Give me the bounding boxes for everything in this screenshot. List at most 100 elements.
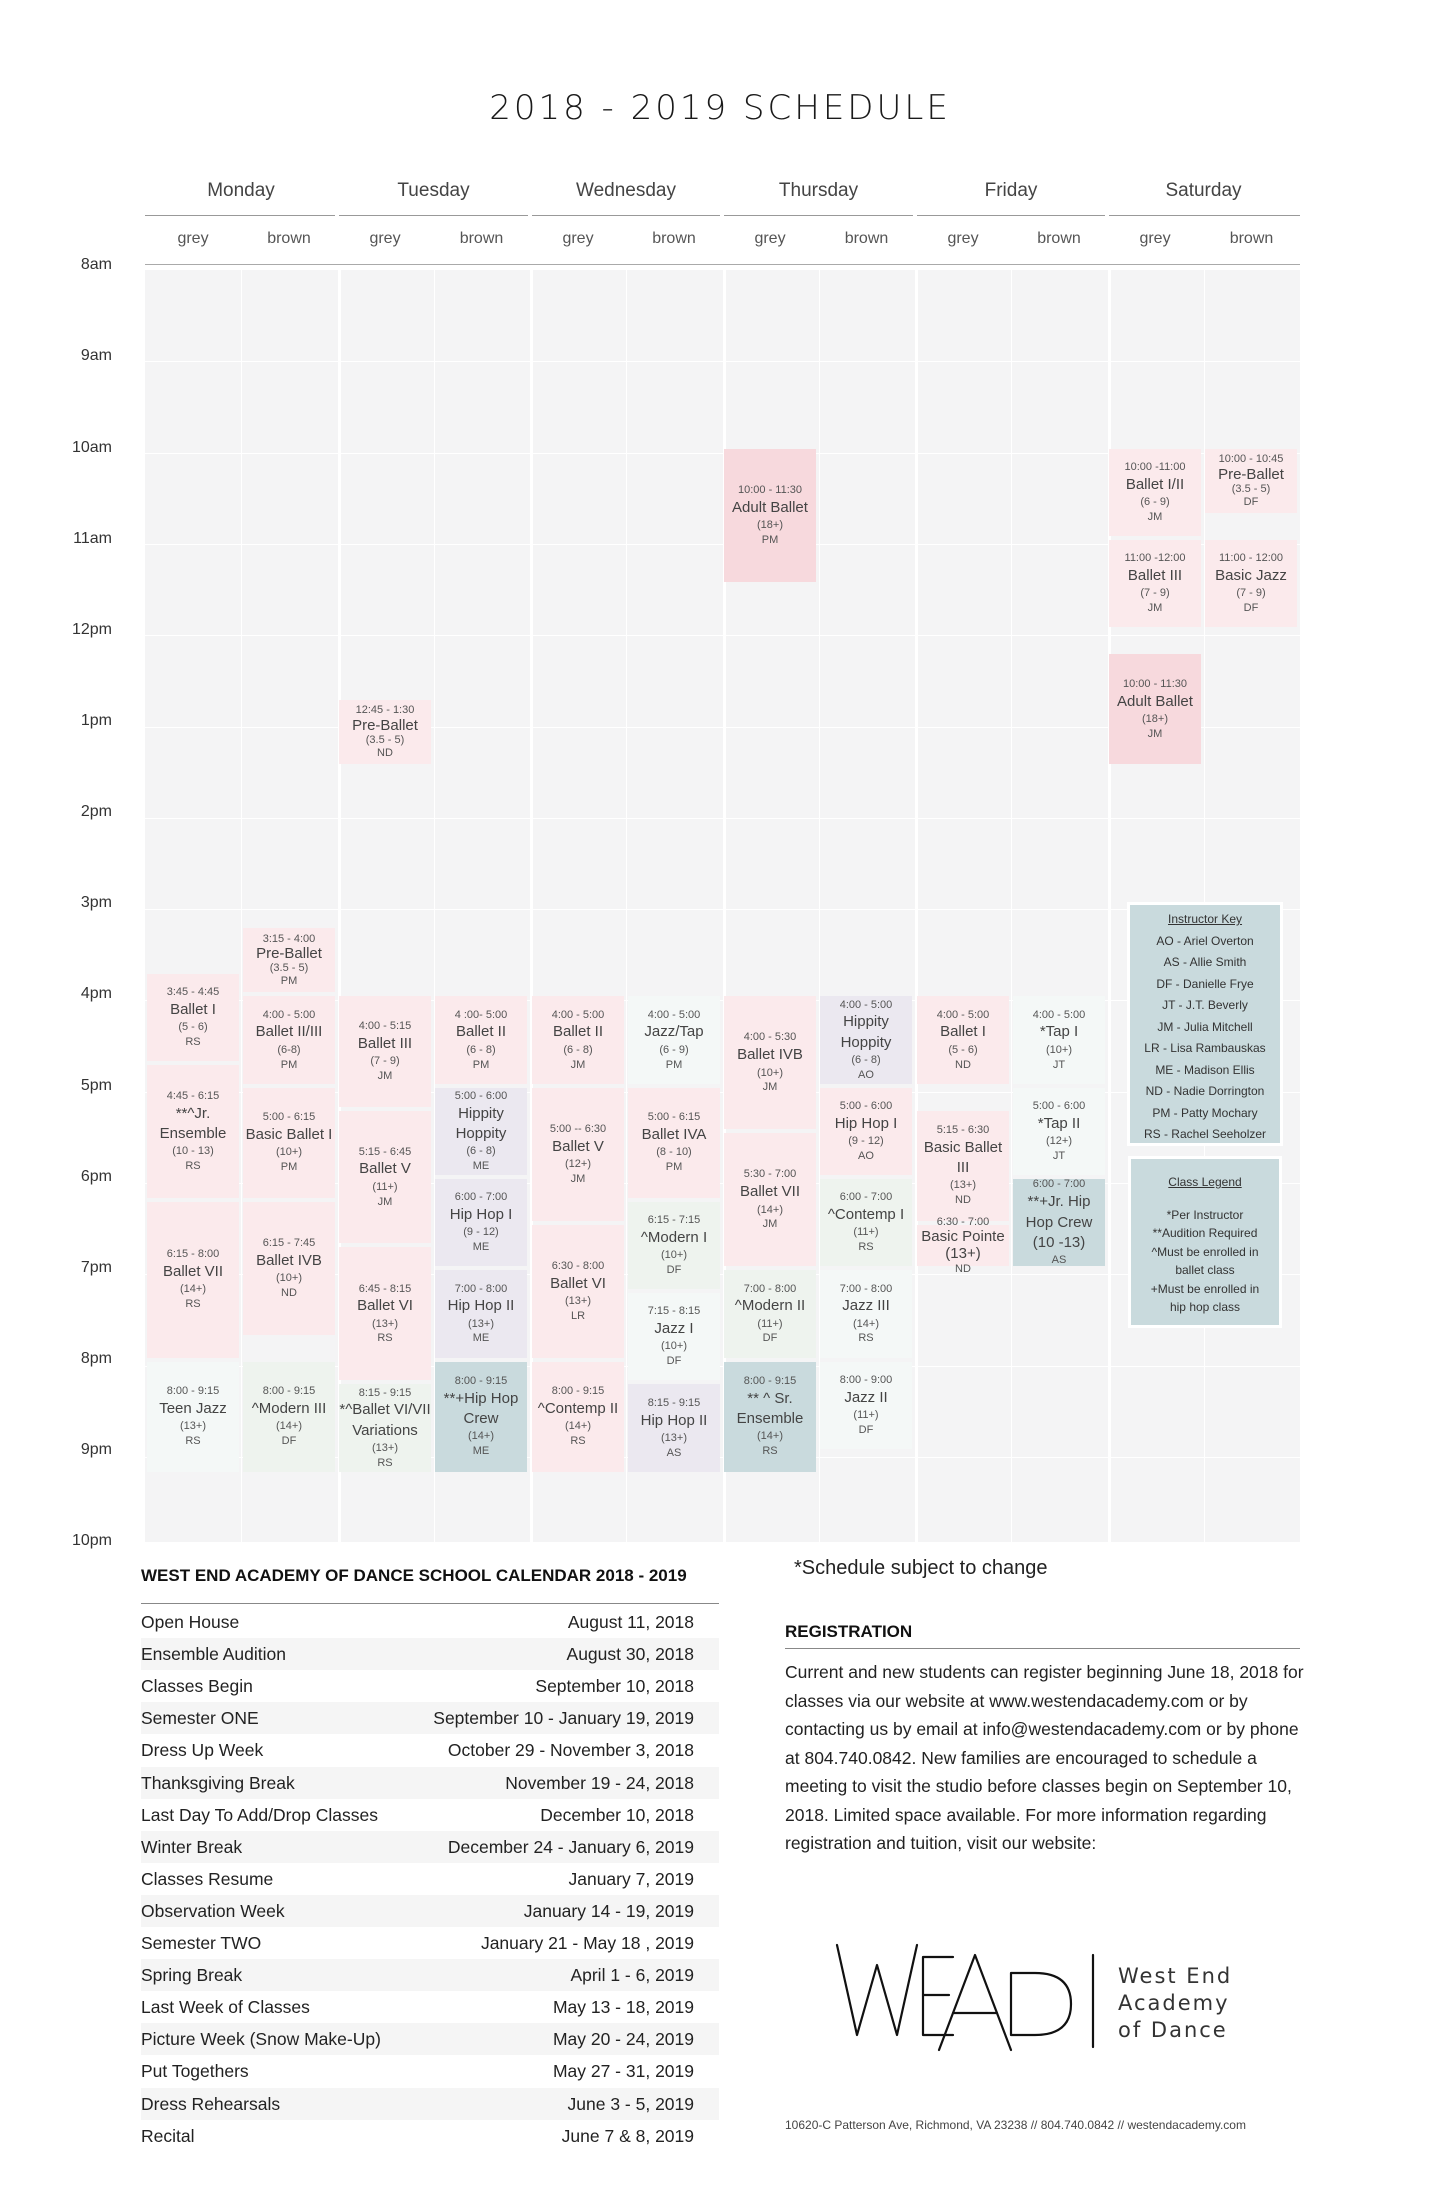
class-instructor: ND <box>955 1194 971 1207</box>
class-ages: (3.5 - 5) <box>1231 483 1271 496</box>
class-instructor: DF <box>1243 495 1259 508</box>
class-name: Ballet IVA <box>641 1126 707 1144</box>
class-instructor: JT <box>1052 1058 1066 1071</box>
grid-column-line <box>338 270 341 1542</box>
class-block: 10:00 - 10:45 Pre-Ballet (3.5 - 5) DF <box>1205 448 1297 514</box>
class-block: 8:00 - 9:15 Teen Jazz (13+) RS <box>147 1361 239 1472</box>
calendar-event: Dress Rehearsals <box>141 2093 281 2114</box>
calendar-date: May 13 - 18, 2019 <box>552 1997 694 2018</box>
class-instructor: ND <box>955 1058 971 1071</box>
calendar-date: June 3 - 5, 2019 <box>567 2093 694 2114</box>
divider <box>917 215 1105 216</box>
class-name: ^Modern II <box>734 1297 806 1315</box>
calendar-date: May 27 - 31, 2019 <box>552 2061 694 2082</box>
class-instructor: JM <box>762 1218 778 1231</box>
calendar-date: August 11, 2018 <box>567 1612 694 1632</box>
day-header: Monday <box>207 180 275 201</box>
wead-logo <box>835 1943 1095 2052</box>
instructor-key-entry: JM - Julia Mitchell <box>1157 1019 1253 1034</box>
class-instructor: JT <box>1052 1149 1066 1162</box>
class-legend: Class Legend *Per Instructor **Audition … <box>1128 1156 1282 1328</box>
class-ages: (9 - 12) <box>463 1226 499 1239</box>
class-time: 11:00 -12:00 <box>1124 552 1186 565</box>
class-block: 6:00 - 7:00 **+Jr. Hip Hop Crew (10 -13) A… <box>1013 1178 1105 1267</box>
class-time: 4:00 - 5:00 <box>647 1008 701 1021</box>
class-ages: (8 - 10) <box>656 1146 692 1159</box>
calendar-date: December 10, 2018 <box>540 1804 694 1825</box>
time-label: 12pm <box>71 621 112 638</box>
class-time: 8:00 - 9:15 <box>262 1385 316 1398</box>
calendar-row: Spring Break April 1 - 6, 2019 <box>141 1959 719 1992</box>
class-name: Hip Hop I <box>449 1206 513 1224</box>
class-name: ^Contemp II <box>537 1400 619 1418</box>
class-ages: (14+) <box>276 1420 302 1433</box>
class-name: Basic Ballet III <box>923 1138 1003 1177</box>
class-block: 11:00 -12:00 Ballet III (7 - 9) JM <box>1109 539 1201 628</box>
grid-column-line <box>1011 270 1012 1542</box>
grid-hour-line <box>145 544 1300 545</box>
room-header: grey <box>1139 230 1171 247</box>
calendar-row: Semester ONE September 10 - January 19, 2… <box>141 1702 719 1735</box>
grid-column-line <box>723 270 726 1542</box>
room-header: grey <box>177 230 209 247</box>
class-name: *Tap I <box>1039 1023 1079 1041</box>
logo-wordmark: West End Academy of Dance <box>1118 1963 1232 2044</box>
class-block: 3:15 - 4:00 Pre-Ballet (3.5 - 5) PM <box>243 927 335 993</box>
class-ages: (7 - 9) <box>1140 587 1170 600</box>
class-ages: (14+) <box>757 1203 783 1216</box>
calendar-row: Last Day To Add/Drop Classes December 10,… <box>141 1799 719 1831</box>
class-legend-entry: ^Must be enrolled in <box>1151 1244 1259 1259</box>
class-time: 8:00 - 9:15 <box>551 1385 605 1398</box>
room-header: grey <box>562 230 594 247</box>
class-block: 5:00 -- 6:30 Ballet V (12+) JM <box>532 1087 624 1221</box>
calendar-event: Classes Begin <box>141 1676 253 1697</box>
class-instructor: PM <box>280 1058 298 1071</box>
class-instructor: RS <box>570 1435 586 1448</box>
class-block: 8:15 - 9:15 Hip Hop II (13+) AS <box>628 1384 720 1472</box>
class-name: Adult Ballet <box>1117 692 1193 710</box>
class-time: 5:00 - 6:00 <box>839 1099 893 1112</box>
class-time: 8:00 - 9:15 <box>454 1375 508 1388</box>
instructor-key-entry: AS - Allie Smith <box>1163 955 1247 969</box>
class-name: Ballet III <box>1127 566 1183 584</box>
class-name: Ballet III <box>357 1034 413 1052</box>
class-block: 6:15 - 7:45 Ballet IVB (10+) ND <box>243 1201 335 1335</box>
class-instructor: RS <box>858 1332 874 1345</box>
class-instructor: DF <box>858 1423 874 1436</box>
class-name: Ballet II/III <box>255 1023 323 1041</box>
class-legend-entry: hip hop class <box>1169 1300 1241 1314</box>
calendar-row: Recital June 7 & 8, 2019 <box>141 2120 719 2152</box>
class-block: 7:00 - 8:00 ^Modern II (11+) DF <box>724 1270 816 1358</box>
calendar-row: Picture Week (Snow Make-Up) May 20 - 24, … <box>141 2023 719 2056</box>
class-block: 8:00 - 9:15 ** ^ Sr. Ensemble (14+) RS <box>724 1361 816 1472</box>
calendar-date: January 14 - 19, 2019 <box>523 1900 694 1921</box>
instructor-key-entry: LR - Lisa Rambauskas <box>1144 1041 1266 1055</box>
class-block: 6:30 - 7:00 Basic Pointe (13+) ND <box>917 1216 1009 1275</box>
class-ages: (6 - 9) <box>659 1043 689 1056</box>
class-name: Ballet II <box>455 1023 507 1041</box>
class-instructor: RS <box>185 1298 201 1311</box>
room-header: brown <box>1037 230 1081 247</box>
class-name: **+Hip Hop Crew <box>443 1389 519 1428</box>
class-ages: (6 - 8) <box>466 1043 496 1056</box>
class-block: 8:15 - 9:15 *^Ballet VI/VII Variations (13… <box>339 1384 431 1472</box>
class-name: Basic Ballet I <box>245 1126 333 1144</box>
class-time: 5:15 - 6:30 <box>936 1124 990 1137</box>
grid-hour-line <box>145 1092 1300 1093</box>
calendar-date: January 7, 2019 <box>568 1868 694 1889</box>
class-time: 4:00 - 5:00 <box>551 1008 605 1021</box>
class-name: Ballet V <box>359 1160 411 1178</box>
class-name: Basic Pointe (13+) <box>921 1228 1005 1263</box>
room-header: brown <box>652 230 696 247</box>
room-header: grey <box>947 230 979 247</box>
class-time: 4:00 - 5:00 <box>936 1008 990 1021</box>
class-ages: (12+) <box>565 1157 591 1170</box>
class-legend-entry: +Must be enrolled in <box>1150 1281 1260 1296</box>
calendar-event: Last Week of Classes <box>141 1997 310 2018</box>
class-ages: (10 - 13) <box>172 1145 214 1158</box>
class-instructor: PM <box>665 1058 683 1071</box>
divider <box>145 264 1300 265</box>
grid-column-line <box>915 270 918 1542</box>
class-ages: (11+) <box>757 1317 783 1330</box>
time-label: 4pm <box>80 985 112 1002</box>
